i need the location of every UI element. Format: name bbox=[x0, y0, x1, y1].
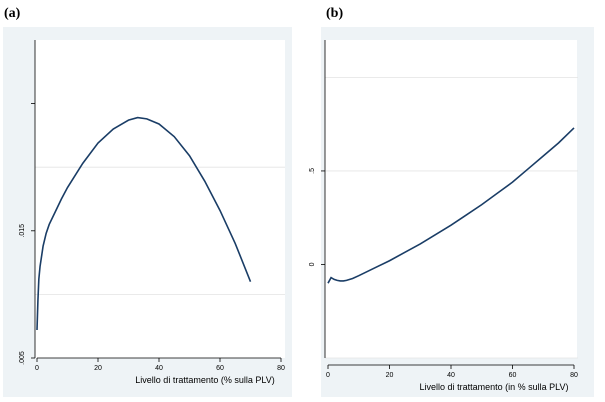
panel-b-y-tick-label-1: .5 bbox=[309, 168, 316, 174]
panel-b-x-tick-label-1: 20 bbox=[386, 372, 394, 379]
panel-a-x-tick-label-4: 80 bbox=[277, 365, 285, 372]
panel-b-plot-area bbox=[325, 40, 577, 358]
panel-a-x-tick-label-3: 60 bbox=[216, 365, 224, 372]
panel-b-x-axis-title: Livello di trattamento (in % sulla PLV) bbox=[420, 382, 569, 392]
panel-b-x-tick-label-4: 80 bbox=[570, 372, 578, 379]
panel-b-label: (b) bbox=[326, 6, 344, 21]
panel-a-y-tick-label-1: .015 bbox=[19, 224, 26, 238]
panel-b-x-tick-label-0: 0 bbox=[326, 372, 330, 379]
panel-a-label: (a) bbox=[4, 6, 21, 21]
panel-b-series-line-0 bbox=[327, 127, 575, 284]
panel-a-series-line-0 bbox=[36, 116, 252, 331]
panel-a-plot-area bbox=[35, 40, 285, 358]
panel-a-x-tick-label-2: 40 bbox=[155, 365, 163, 372]
panel-a-x-tick-label-1: 20 bbox=[94, 365, 102, 372]
panel-b-x-tick-label-3: 60 bbox=[509, 372, 517, 379]
panel-a-x-tick-label-0: 0 bbox=[35, 365, 39, 372]
panel-b-y-tick-label-0: 0 bbox=[309, 262, 316, 266]
panel-a-y-tick-label-0: .005 bbox=[19, 351, 26, 365]
panel-b-x-tick-label-2: 40 bbox=[447, 372, 455, 379]
panel-a-x-axis-title: Livello di trattamento (% sulla PLV) bbox=[135, 375, 274, 385]
